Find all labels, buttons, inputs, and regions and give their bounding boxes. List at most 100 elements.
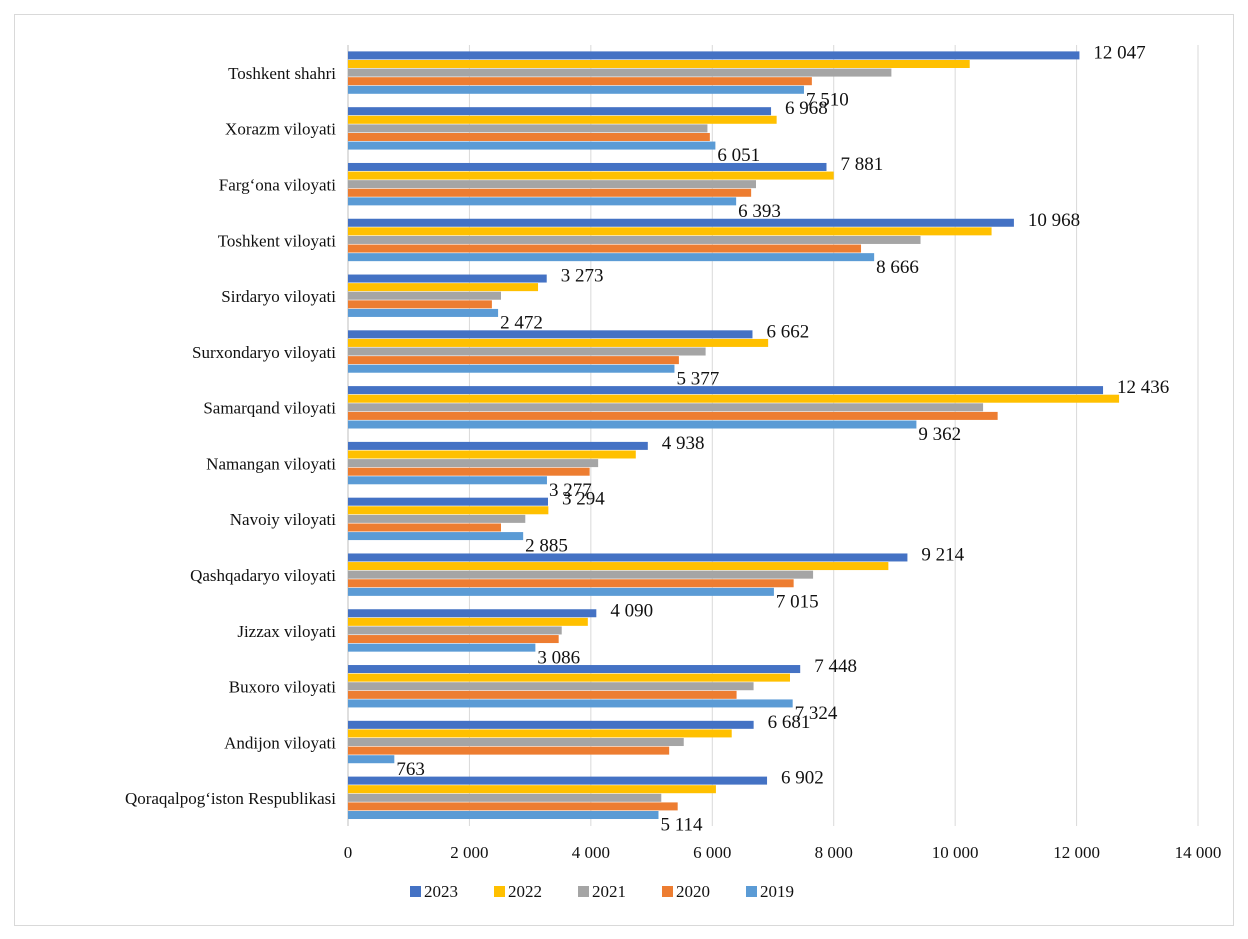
bar-2022 [348, 729, 732, 738]
bar-2023 [348, 776, 768, 785]
bar-2020 [348, 690, 737, 699]
bar-2019 [348, 420, 917, 429]
data-label-2019: 7 324 [795, 703, 838, 724]
data-label-2019: 5 377 [676, 368, 719, 389]
category-label: Samarqand viloyati [203, 399, 336, 418]
data-label-2019: 9 362 [918, 424, 961, 445]
bar-2020 [348, 356, 679, 365]
bar-2019 [348, 587, 774, 596]
x-tick-label: 2 000 [450, 843, 488, 862]
category-label: Buxoro viloyati [229, 678, 336, 697]
bar-2019 [348, 141, 716, 150]
bar-2023 [348, 162, 827, 171]
bar-2021 [348, 180, 756, 189]
legend-swatch-2023 [410, 886, 421, 897]
bar-2022 [348, 394, 1120, 403]
bar-2023 [348, 441, 648, 450]
data-label-2023: 4 090 [610, 600, 653, 621]
bar-2023 [348, 553, 908, 562]
x-tick-label: 0 [344, 843, 353, 862]
bar-2023 [348, 274, 547, 283]
bar-2023 [348, 386, 1104, 395]
bar-2020 [348, 188, 752, 197]
category-label: Surxondaryo viloyati [192, 343, 336, 362]
data-label-2023: 7 881 [840, 154, 883, 175]
bar-2020 [348, 77, 812, 86]
bar-2019 [348, 476, 547, 485]
legend-swatch-2020 [662, 886, 673, 897]
bar-2020 [348, 802, 678, 811]
bar-2021 [348, 626, 562, 635]
bar-2023 [348, 218, 1014, 227]
data-label-2023: 9 214 [921, 544, 964, 565]
category-label: Jizzax viloyati [237, 622, 336, 641]
bar-2021 [348, 793, 662, 802]
legend-label-2022: 2022 [508, 882, 542, 901]
category-label: Qoraqalpog‘iston Respublikasi [125, 789, 336, 808]
bar-2019 [348, 755, 395, 764]
bar-2019 [348, 253, 875, 262]
bar-2022 [348, 338, 769, 347]
data-label-2023: 6 681 [768, 712, 811, 733]
data-label-2023: 3 294 [562, 489, 605, 510]
data-label-2019: 7 015 [776, 591, 819, 612]
bar-2021 [348, 291, 501, 300]
bar-2023 [348, 51, 1080, 60]
bar-2019 [348, 643, 536, 652]
data-label-2023: 7 448 [814, 656, 857, 677]
x-tick-label: 12 000 [1053, 843, 1100, 862]
bar-2023 [348, 497, 548, 506]
bar-2021 [348, 459, 599, 468]
data-label-2023: 6 902 [781, 768, 824, 789]
bar-2020 [348, 300, 492, 309]
bar-2020 [348, 411, 998, 420]
data-label-2023: 10 968 [1028, 210, 1080, 231]
bar-2021 [348, 738, 684, 747]
bar-2019 [348, 811, 659, 820]
bar-2021 [348, 403, 984, 412]
bar-2019 [348, 364, 675, 373]
bar-2019 [348, 699, 793, 708]
bar-2023 [348, 665, 801, 674]
bar-2021 [348, 68, 892, 77]
bar-2021 [348, 514, 526, 523]
category-axis-labels: Toshkent shahri Xorazm viloyati Farg‘ona v… [125, 64, 336, 808]
category-label: Qashqadaryo viloyati [190, 566, 336, 585]
bar-2022 [348, 171, 834, 180]
data-label-2019: 2 885 [525, 536, 568, 557]
legend-swatch-2021 [578, 886, 589, 897]
x-tick-label: 14 000 [1175, 843, 1222, 862]
bars [348, 51, 1120, 820]
bar-2020 [348, 579, 794, 588]
bar-2022 [348, 283, 539, 292]
bar-2020 [348, 132, 710, 141]
bar-2020 [348, 635, 559, 644]
bar-2019 [348, 308, 499, 317]
data-label-2019: 6 393 [738, 201, 781, 222]
bar-2022 [348, 506, 549, 515]
chart-container: Toshkent shahri Xorazm viloyati Farg‘ona v… [14, 14, 1234, 926]
bar-2020 [348, 523, 501, 532]
value-axis-labels: 0 2 000 4 000 6 000 8 000 10 000 12 000 14 000 [344, 843, 1222, 862]
bar-2022 [348, 115, 777, 124]
data-label-2023: 6 968 [785, 98, 828, 119]
legend-label-2021: 2021 [592, 882, 626, 901]
category-label: Navoiy viloyati [230, 510, 337, 529]
category-label: Toshkent viloyati [218, 231, 337, 250]
legend-swatch-2022 [494, 886, 505, 897]
legend-label-2023: 2023 [424, 882, 458, 901]
data-label-2019: 3 277 [549, 480, 592, 501]
category-label: Andijon viloyati [224, 733, 336, 752]
x-tick-label: 8 000 [815, 843, 853, 862]
bar-2022 [348, 617, 588, 626]
bar-2020 [348, 746, 670, 755]
data-label-2019: 3 086 [537, 647, 580, 668]
gridlines [347, 45, 1199, 826]
data-label-2019: 8 666 [876, 257, 919, 278]
data-label-2023: 4 938 [662, 433, 705, 454]
bar-2019 [348, 85, 804, 94]
bar-2023 [348, 720, 754, 729]
data-label-2019: 2 472 [500, 313, 543, 334]
bar-2020 [348, 244, 862, 253]
